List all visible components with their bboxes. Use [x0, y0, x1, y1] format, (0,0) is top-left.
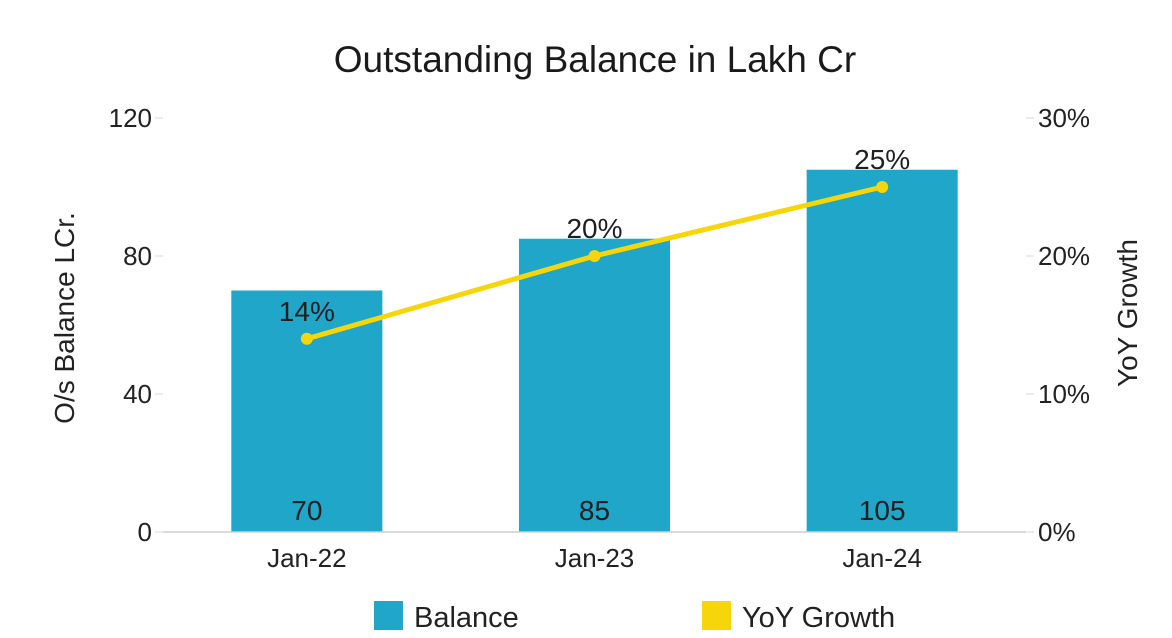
growth-point [876, 181, 889, 193]
right-tick-label: 10% [1038, 379, 1090, 409]
growth-value-label: 20% [566, 213, 622, 244]
growth-point [588, 250, 601, 262]
legend: Balance YoY Growth [374, 601, 895, 634]
right-tick-label: 20% [1038, 241, 1090, 271]
chart-title: Outstanding Balance in Lakh Cr [334, 39, 856, 80]
bar-jan-22 [231, 290, 383, 532]
growth-value-label: 25% [854, 144, 910, 175]
right-axis-ticks: 0% 10% 20% 30% [1026, 103, 1090, 547]
growth-point [300, 332, 313, 345]
growth-line-series: 14% 20% 25% [279, 144, 910, 345]
bar-value-label: 70 [291, 495, 322, 526]
legend-swatch-yoy-growth [702, 601, 731, 630]
right-axis-title: YoY Growth [1112, 239, 1143, 387]
left-tick-label: 0 [138, 517, 152, 547]
legend-label-balance: Balance [414, 602, 519, 634]
legend-swatch-balance [374, 601, 403, 630]
left-tick-label: 40 [123, 379, 152, 409]
x-tick-label: Jan-23 [555, 543, 635, 573]
right-tick-label: 30% [1038, 103, 1090, 133]
left-tick-label: 80 [123, 241, 152, 271]
growth-value-label: 14% [279, 296, 335, 327]
left-tick-label: 120 [109, 103, 152, 133]
bar-value-label: 85 [579, 495, 610, 526]
bar-value-label: 105 [859, 495, 906, 526]
right-tick-label: 0% [1038, 517, 1076, 547]
x-axis-ticks: Jan-22 Jan-23 Jan-24 [267, 543, 922, 573]
bar-jan-24 [806, 169, 958, 532]
x-tick-label: Jan-22 [267, 543, 347, 573]
bar-jan-23 [518, 238, 671, 532]
legend-label-yoy-growth: YoY Growth [742, 602, 895, 634]
left-axis-ticks: 0 40 80 120 [109, 103, 163, 547]
bar-series: 70 85 105 [231, 169, 958, 532]
x-tick-label: Jan-24 [842, 543, 922, 573]
left-axis-title: O/s Balance LCr. [49, 212, 80, 424]
